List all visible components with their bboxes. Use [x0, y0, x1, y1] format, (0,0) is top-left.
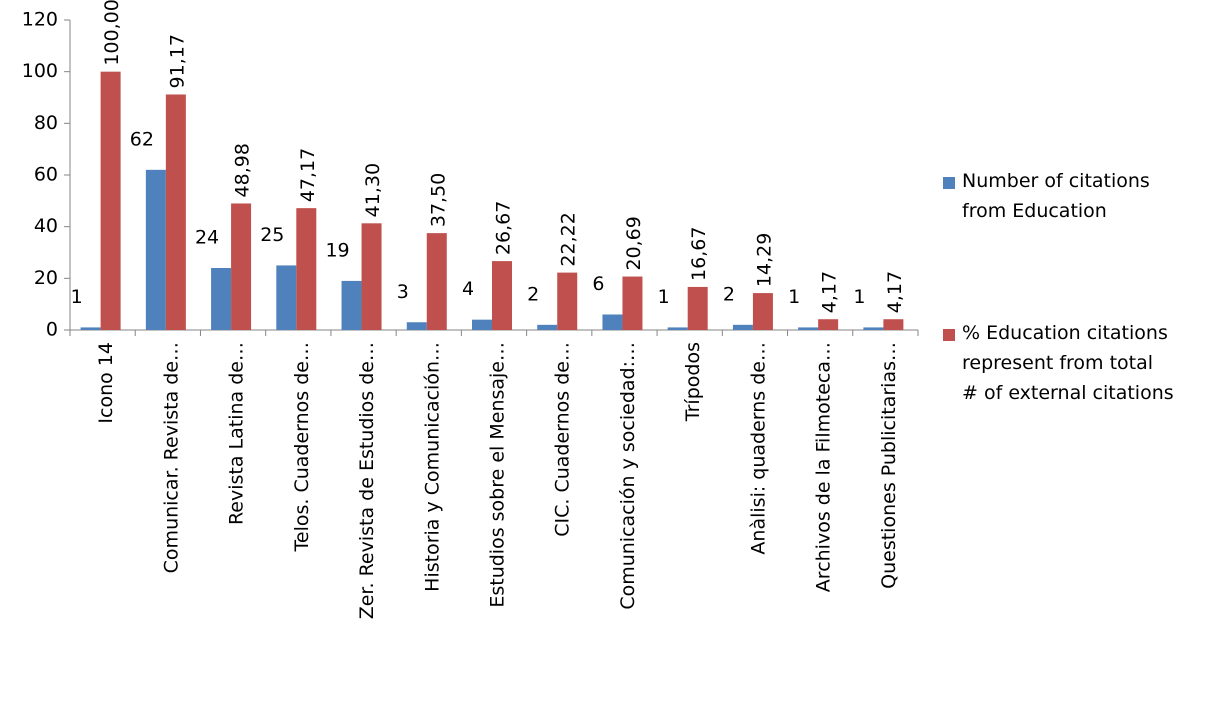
value-label: 4 [462, 278, 474, 300]
y-tick-label: 120 [22, 9, 58, 31]
bar [863, 327, 884, 330]
legend-swatch [943, 177, 955, 189]
value-label: 25 [260, 224, 284, 246]
y-tick-label: 100 [22, 60, 58, 82]
bar [883, 319, 904, 330]
bar [537, 324, 558, 330]
y-tick-label: 60 [34, 164, 58, 186]
value-label: 41,30 [362, 163, 384, 217]
value-label: 26,67 [493, 201, 515, 255]
bar [231, 203, 252, 330]
value-label: 100,00 [101, 0, 123, 66]
bar [687, 286, 708, 330]
value-label: 1 [853, 286, 865, 308]
value-label: 4,17 [819, 271, 841, 313]
value-label: 24 [195, 227, 219, 249]
legend-entry: Number of citations from Education [962, 170, 1150, 222]
value-label: 2 [723, 283, 735, 305]
y-tick-label: 0 [46, 319, 58, 341]
x-tick-label: Estudios sobre el Mensaje… [487, 342, 509, 608]
legend-entry: % Education citations represent from tot… [962, 322, 1174, 404]
x-tick-label: Questiones Publicitarias… [878, 342, 900, 589]
bar [472, 319, 492, 330]
bar [732, 324, 753, 330]
bar [341, 280, 362, 330]
x-tick-label: Historia y Comunicación… [421, 342, 443, 592]
bar [557, 272, 578, 330]
x-tick-label: Comunicar. Revista de… [160, 342, 182, 573]
y-tick-label: 80 [34, 112, 58, 134]
value-label: 4,17 [884, 271, 906, 313]
y-tick-label: 20 [34, 267, 58, 289]
value-label: 20,69 [623, 216, 645, 270]
bar [752, 293, 773, 330]
bar [80, 327, 101, 330]
bar [622, 276, 643, 330]
bar [211, 268, 232, 330]
value-label: 1 [788, 286, 800, 308]
bar [276, 265, 297, 330]
value-label: 19 [325, 239, 349, 261]
x-tick-label: Trípodos [682, 342, 704, 422]
value-label: 91,17 [166, 34, 188, 88]
value-label: 1 [658, 286, 670, 308]
x-tick-label: Anàlisi: quaderns de… [747, 342, 769, 555]
legend-label: Number of citations from Education [962, 170, 1150, 222]
value-label: 3 [397, 281, 409, 303]
value-label: 1 [71, 286, 83, 308]
y-tick-label: 40 [34, 215, 58, 237]
bar [818, 319, 839, 330]
value-label: 47,17 [297, 148, 319, 202]
value-label: 62 [130, 128, 154, 150]
x-tick-label: Revista Latina de… [226, 342, 248, 525]
bar [361, 223, 382, 330]
x-tick-label: Zer. Revista de Estudios de… [356, 342, 378, 619]
value-label: 6 [592, 273, 604, 295]
bar [296, 208, 317, 330]
value-label: 22,22 [558, 212, 580, 266]
legend-label: % Education citations represent from tot… [962, 322, 1174, 404]
x-tick-label: CIC. Cuadernos de… [552, 342, 574, 537]
x-tick-label: Telos. Cuadernos de… [291, 342, 313, 552]
bar [602, 314, 623, 330]
value-label: 16,67 [688, 227, 710, 281]
bar [667, 327, 688, 330]
value-label: 37,50 [427, 173, 449, 227]
bar [426, 233, 447, 330]
bar [100, 71, 121, 331]
bar [798, 327, 819, 330]
value-label: 14,29 [753, 233, 775, 287]
x-tick-label: Comunicación y sociedad:… [617, 342, 639, 610]
bar [145, 169, 166, 330]
value-label: 2 [527, 283, 539, 305]
bar [165, 94, 186, 330]
x-tick-label: Icono 14 [95, 342, 117, 424]
bar [492, 261, 512, 330]
legend-swatch [943, 329, 955, 341]
bar [406, 322, 427, 330]
value-label: 48,98 [232, 143, 254, 197]
x-tick-label: Archivos de la Filmoteca… [813, 342, 835, 592]
